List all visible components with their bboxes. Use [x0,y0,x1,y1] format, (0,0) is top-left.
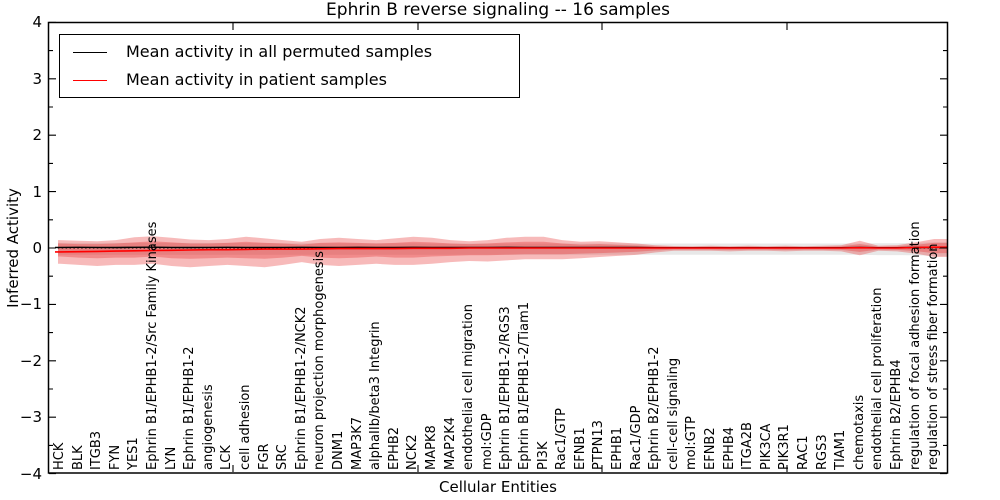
legend-item: Mean activity in all permuted samples [60,42,519,62]
x-tick-label: BLK [70,445,86,470]
plot-frame [47,21,949,474]
x-tick-label: PI3K [535,441,551,470]
x-tick-label: EPHB4 [721,426,737,470]
x-tick-label: MAPK8 [424,425,439,470]
x-tick-label: HCK [52,442,67,470]
x-tick-label: Ephrin B1/EPHB1-2/RGS3 [498,306,514,470]
x-tick-label: alphaIIb/beta3 Integrin [368,321,384,470]
x-tick-label: EPHB1 [610,426,625,470]
y-tick-label: −3 [19,408,42,427]
patient-band-outer [58,236,948,268]
x-tick-label: Ephrin B2/EPHB4 [889,359,904,470]
x-tick-label: PIK3CA [758,423,774,470]
x-tick-label: NCK2 [405,434,421,470]
patient-band-inner [58,241,948,259]
x-tick-label: neuron projection morphogenesis [312,251,328,470]
x-tick-label: MAP3K7 [349,416,365,470]
x-tick-label: Ephrin B2/EPHB1-2 [647,346,663,470]
x-tick-label: DNM1 [331,430,346,470]
x-axis-label: Cellular Entities [439,478,557,496]
y-tick-label: −2 [19,351,42,370]
y-tick-label: −4 [19,464,42,483]
x-tick-label: regulation of stress fiber formation [926,243,942,470]
legend-line-sample [73,51,107,53]
x-tick-label: FYN [107,444,123,470]
x-tick-label: LCK [219,445,235,470]
x-tick-label: ITGA2B [740,422,756,470]
legend-line-sample [73,79,107,81]
y-tick-label: 3 [32,69,42,88]
x-tick-label: Ephrin B1/EPHB1-2 [182,346,198,470]
x-tick-label: YES1 [126,437,142,470]
x-tick-label: Rac1/GDP [628,405,644,470]
x-tick-label: Ephrin B1/EPHB1-2/Src Family Kinases [145,221,160,470]
x-tick-label: ITGB3 [89,430,105,470]
y-tick-label: 4 [32,13,42,32]
x-tick-label: RAC1 [796,435,811,470]
x-tick-label: EPHB2 [386,426,402,470]
y-tick-label: 2 [32,126,42,145]
legend-item: Mean activity in patient samples [60,70,519,90]
legend: Mean activity in all permuted samples Mea… [59,34,520,98]
x-tick-label: regulation of focal adhesion formation [907,221,923,470]
y-tick-label: 1 [32,182,42,201]
legend-item-label: Mean activity in all permuted samples [126,42,433,61]
x-tick-label: MAP2K4 [442,416,458,470]
x-tick-label: cell-cell signaling [665,357,681,470]
x-tick-label: TIAM1 [833,429,849,470]
x-tick-label: EFNB1 [572,427,588,470]
x-tick-label: RGS3 [814,434,830,470]
permuted-range-band [58,242,948,256]
x-tick-label: endothelial cell proliferation [870,287,886,471]
x-tick-label: EFNB2 [703,427,718,470]
chart-title: Ephrin B reverse signaling -- 16 samples [326,0,670,20]
x-tick-label: cell adhesion [238,384,253,470]
x-tick-label: PTPN13 [591,420,607,470]
legend-item-label: Mean activity in patient samples [126,70,387,89]
x-tick-label: Rac1/GTP [554,408,570,470]
x-tick-label: mol:GDP [479,413,495,470]
x-tick-label: FGR [256,443,272,470]
x-tick-label: PIK3R1 [777,424,793,470]
patient-mean-line [55,246,948,253]
x-tick-label: mol:GTP [684,416,700,470]
x-tick-label: angiogenesis [200,384,216,470]
x-tick-label: Ephrin B1/EPHB1-2/NCK2 [293,306,309,470]
y-tick-label: −1 [19,295,42,314]
x-tick-label: Ephrin B1/EPHB1-2/Tiam1 [517,301,532,470]
x-tick-label: endothelial cell migration [461,304,477,470]
y-tick-label: 0 [32,239,42,257]
x-tick-label: SRC [275,444,291,470]
x-tick-label: LYN [163,446,179,470]
x-tick-label: chemotaxis [851,394,867,470]
